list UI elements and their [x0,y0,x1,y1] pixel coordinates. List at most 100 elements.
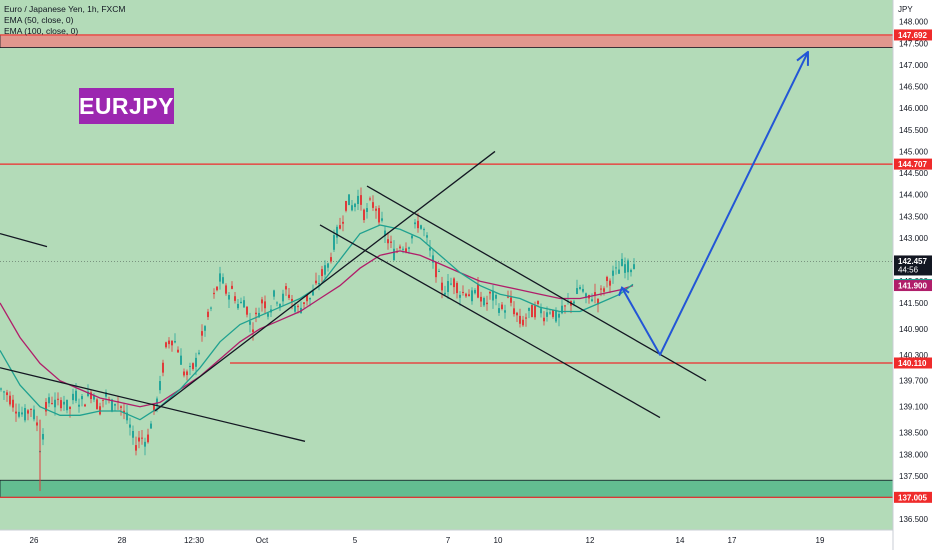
candle-body [129,424,131,428]
candle-body [480,296,482,302]
time-tick-label: 10 [494,536,503,545]
candle-body [381,218,383,221]
candle-body [510,297,512,303]
candle-body [342,221,344,224]
trend-line-0 [0,233,48,248]
candle-body [261,299,263,304]
symbol-badge: EURJPY [79,88,174,124]
price-tick-label: 145.500 [899,126,928,135]
candle-body [126,412,128,421]
candle-body [534,305,536,318]
candle-body [240,301,242,303]
candle-body [174,340,176,343]
candle-body [429,247,431,251]
candle-body [84,404,86,407]
candle-body [234,296,236,301]
candle-body [441,282,443,291]
candle-body [546,312,548,317]
candle-body [516,312,518,316]
candle-body [42,433,44,440]
candle-body [390,241,392,243]
candle-body [348,194,350,206]
candle-body [393,248,395,261]
candle-body [561,305,563,314]
candle-body [219,273,221,282]
candle-body [405,248,407,252]
candle-body [318,282,320,285]
candle-body [204,326,206,331]
price-tick-label: 137.500 [899,472,928,481]
price-badge [894,255,932,276]
candle-body [522,319,524,326]
candle-body [120,406,122,408]
candle-body [255,312,257,315]
candle-body [180,355,182,365]
candle-body [3,391,5,393]
candle-body [384,230,386,236]
time-tick-label: 12:30 [184,536,205,545]
candle-body [282,293,284,302]
candle-body [285,286,287,290]
candle-body [618,269,620,274]
price-tick-label: 147.000 [899,61,928,70]
candle-body [246,306,248,315]
candle-body [276,302,278,304]
candle-body [615,267,617,269]
candle-body [375,208,377,211]
projection-arrow-tail-head [618,286,630,297]
candle-body [492,290,494,301]
candle-body [306,295,308,302]
time-tick-label: 26 [30,536,39,545]
candle-body [336,226,338,238]
legend-title: Euro / Japanese Yen, 1h, FXCM [4,4,126,14]
time-tick-label: 14 [676,536,685,545]
candle-body [177,349,179,353]
price-tick-label: 140.900 [899,325,928,334]
candle-body [594,292,596,296]
candle-body [288,294,290,298]
candle-body [87,391,89,397]
candle-body [198,352,200,354]
time-tick-label: 5 [353,536,358,545]
candle-body [48,397,50,404]
candle-body [66,399,68,411]
candle-body [267,313,269,317]
legend-ema50: EMA (50, close, 0) [4,15,74,25]
candle-body [81,396,83,400]
candle-body [147,434,149,443]
price-tick-label: 144.000 [899,191,928,200]
candle-body [543,317,545,322]
candle-body [345,201,347,211]
candle-body [168,340,170,345]
price-tick-label: 146.000 [899,104,928,113]
candle-body [525,317,527,319]
candle-body [99,406,101,415]
candle-body [426,235,428,238]
candle-body [33,409,35,420]
candle-body [258,312,260,318]
time-tick-label: 17 [728,536,737,545]
candle-body [519,315,521,324]
candle-body [123,410,125,414]
price-tick-label: 146.500 [899,83,928,92]
candle-body [339,225,341,229]
price-tick-label: 136.500 [899,515,928,524]
candle-body [165,342,167,348]
candle-body [159,381,161,391]
candle-body [564,305,566,307]
candle-body [627,260,629,273]
time-tick-label: Oct [256,536,269,545]
candle-body [228,295,230,300]
candle-body [423,229,425,231]
candle-body [333,235,335,250]
candle-body [171,340,173,346]
price-badge [894,491,932,503]
candle-body [21,412,23,415]
candle-body [603,288,605,292]
candle-body [153,404,155,412]
candle-body [78,404,80,407]
candle-body [498,308,500,313]
candle-body [432,255,434,263]
